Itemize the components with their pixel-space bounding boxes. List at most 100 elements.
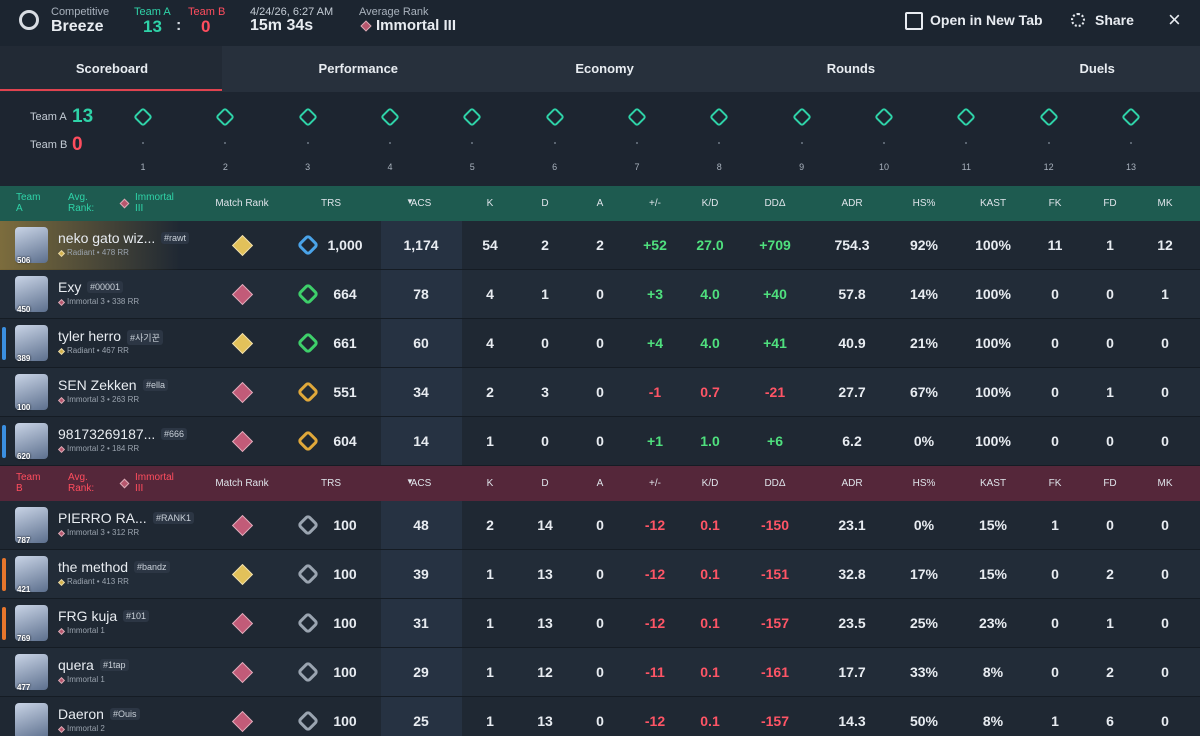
round-dot bbox=[142, 142, 144, 144]
stat-hs: 0% bbox=[913, 433, 935, 449]
acs-column-bg bbox=[381, 270, 462, 318]
player-row bbox=[0, 501, 1200, 550]
stat-a: 0 bbox=[596, 286, 604, 302]
player-name[interactable]: Daeron bbox=[58, 706, 104, 722]
stat-a: 0 bbox=[596, 566, 604, 582]
stat-d: 13 bbox=[537, 615, 553, 631]
column-header[interactable]: MK bbox=[1157, 478, 1173, 489]
stat-kast: 100% bbox=[975, 237, 1011, 253]
share-icon[interactable] bbox=[1071, 13, 1085, 27]
column-header[interactable]: D bbox=[541, 478, 549, 489]
column-header[interactable]: A bbox=[596, 198, 604, 209]
column-header[interactable]: D bbox=[541, 198, 549, 209]
player-name[interactable]: SEN Zekken bbox=[58, 377, 137, 393]
player-name[interactable]: FRG kuja bbox=[58, 608, 118, 624]
column-header[interactable]: KAST bbox=[979, 478, 1007, 489]
column-header[interactable]: MK bbox=[1157, 198, 1173, 209]
column-header[interactable]: Match Rank bbox=[215, 198, 269, 209]
column-header[interactable]: A bbox=[596, 478, 604, 489]
stat-kast: 8% bbox=[982, 713, 1004, 729]
tab[interactable]: Performance bbox=[318, 61, 399, 76]
stat-a: 0 bbox=[596, 664, 604, 680]
column-header[interactable]: FD bbox=[1103, 478, 1117, 489]
stat-dd: -157 bbox=[760, 615, 790, 631]
column-header[interactable]: Match Rank bbox=[215, 478, 269, 489]
column-header[interactable]: K/D bbox=[701, 478, 719, 489]
stat-fk: 11 bbox=[1047, 237, 1063, 253]
acs-column-bg bbox=[381, 501, 462, 549]
player-name[interactable]: PIERRO RA... bbox=[58, 510, 147, 526]
column-header[interactable]: K/D bbox=[701, 198, 719, 209]
tab[interactable]: Rounds bbox=[826, 61, 876, 76]
stat-kast: 23% bbox=[978, 615, 1008, 631]
player-name[interactable]: the method bbox=[58, 559, 129, 575]
player-name[interactable]: 98173269187... bbox=[58, 426, 156, 442]
column-header[interactable]: DDΔ bbox=[764, 198, 786, 209]
column-header[interactable]: +/- bbox=[649, 198, 661, 209]
player-level: 769 bbox=[17, 634, 31, 643]
column-header[interactable]: KAST bbox=[979, 198, 1007, 209]
column-header[interactable]: ADR bbox=[841, 478, 863, 489]
close-button[interactable]: × bbox=[1168, 7, 1181, 32]
player-rank: Radiant • 478 RR bbox=[67, 248, 129, 257]
tab[interactable]: Economy bbox=[575, 61, 634, 76]
column-header[interactable]: +/- bbox=[649, 478, 661, 489]
stat-fd: 2 bbox=[1106, 664, 1114, 680]
column-header[interactable]: FK bbox=[1048, 478, 1062, 489]
column-header[interactable]: ADR bbox=[841, 198, 863, 209]
party-marker bbox=[2, 607, 6, 640]
stat-pm: -12 bbox=[644, 615, 666, 631]
header-bar bbox=[0, 0, 1200, 46]
stat-mk: 0 bbox=[1161, 615, 1169, 631]
column-header[interactable]: TRS bbox=[321, 478, 341, 489]
stat-pm: -12 bbox=[644, 517, 666, 533]
column-header[interactable]: HS% bbox=[912, 478, 936, 489]
player-rank: Immortal 3 • 338 RR bbox=[67, 297, 140, 306]
column-header[interactable]: FK bbox=[1048, 198, 1062, 209]
stat-k: 4 bbox=[486, 335, 494, 351]
stat-kd: 4.0 bbox=[700, 286, 720, 302]
player-name[interactable]: tyler herro bbox=[58, 328, 122, 344]
player-name[interactable]: neko gato wiz... bbox=[58, 230, 156, 246]
column-header[interactable]: TRS bbox=[321, 198, 341, 209]
tab-underline bbox=[0, 89, 222, 91]
round-dot bbox=[224, 142, 227, 144]
player-level: 506 bbox=[17, 256, 31, 265]
tab[interactable]: Duels bbox=[1079, 61, 1115, 76]
stat-kast: 100% bbox=[975, 433, 1011, 449]
round-dot bbox=[800, 142, 803, 144]
column-header[interactable]: ACS bbox=[410, 478, 432, 489]
round-number: 13 bbox=[1125, 162, 1136, 172]
stat-acs: 31 bbox=[413, 615, 429, 631]
column-header[interactable]: HS% bbox=[912, 198, 936, 209]
column-header[interactable]: FD bbox=[1103, 198, 1117, 209]
player-name[interactable]: Exy bbox=[58, 279, 82, 295]
column-header[interactable]: K bbox=[486, 198, 494, 209]
player-row bbox=[0, 417, 1200, 466]
stat-k: 1 bbox=[486, 664, 494, 680]
stat-d: 2 bbox=[541, 237, 549, 253]
player-level: 620 bbox=[17, 452, 31, 461]
stat-mk: 0 bbox=[1161, 713, 1169, 729]
column-header[interactable]: K bbox=[486, 478, 494, 489]
acs-column-bg bbox=[381, 697, 462, 736]
player-row bbox=[0, 599, 1200, 648]
stat-acs: 1,174 bbox=[403, 237, 439, 253]
player-name[interactable]: quera bbox=[58, 657, 94, 673]
stat-adr: 27.7 bbox=[838, 384, 866, 400]
stat-kd: 0.1 bbox=[700, 566, 720, 582]
player-rank: Immortal 2 bbox=[67, 724, 105, 733]
stat-fk: 1 bbox=[1051, 517, 1059, 533]
column-header[interactable]: ACS bbox=[410, 198, 432, 209]
player-row bbox=[0, 270, 1200, 319]
share[interactable]: Share bbox=[1095, 12, 1134, 28]
player-tag: #rawt bbox=[161, 232, 190, 244]
column-header[interactable]: DDΔ bbox=[764, 478, 786, 489]
open-tab-icon[interactable] bbox=[905, 12, 923, 30]
stat-fd: 0 bbox=[1106, 433, 1114, 449]
open-tab[interactable]: Open in New Tab bbox=[930, 12, 1043, 28]
stat-adr: 40.9 bbox=[838, 335, 866, 351]
stat-k: 1 bbox=[486, 433, 494, 449]
stat-pm: -11 bbox=[645, 664, 665, 680]
tab[interactable]: Scoreboard bbox=[75, 61, 149, 76]
